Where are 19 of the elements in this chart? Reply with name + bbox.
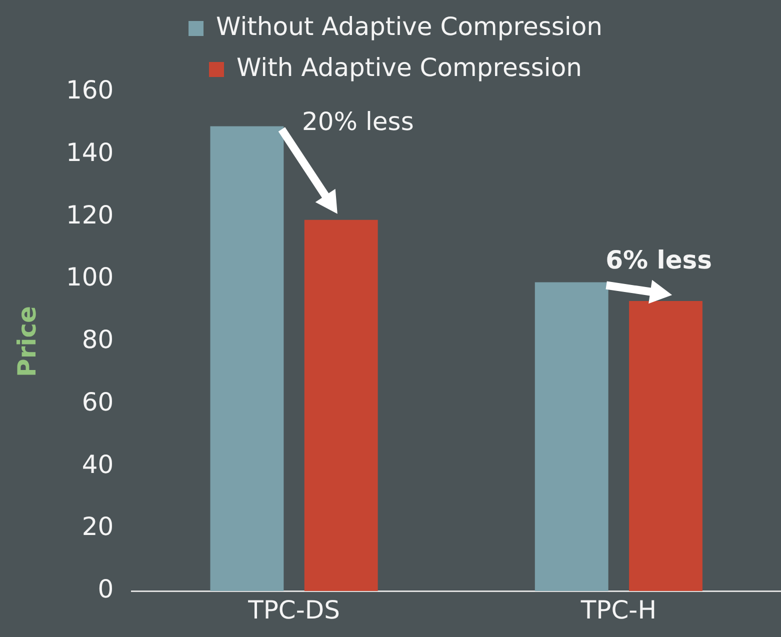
y-axis-title: Price [12, 306, 42, 377]
x-tick-label: TPC-H [580, 596, 656, 624]
bar [210, 126, 284, 591]
y-tick-label: 140 [66, 138, 114, 167]
y-tick-label: 120 [66, 200, 114, 230]
bar [304, 220, 378, 591]
y-tick-label: 160 [66, 76, 114, 104]
legend-label: With Adaptive Compression [236, 53, 582, 82]
annotation: 20% less [302, 106, 414, 136]
legend-label: Without Adaptive Compression [216, 12, 602, 41]
y-tick-label: 20 [82, 512, 114, 542]
y-tick-label: 40 [82, 450, 114, 479]
y-tick-label: 100 [66, 262, 114, 292]
bar [534, 282, 608, 591]
x-tick-label: TPC-DS [247, 596, 340, 624]
y-tick-label: 80 [82, 325, 114, 354]
annotation: 6% less [606, 246, 712, 275]
y-tick-label: 0 [98, 574, 114, 604]
y-tick-label: 60 [82, 387, 114, 416]
